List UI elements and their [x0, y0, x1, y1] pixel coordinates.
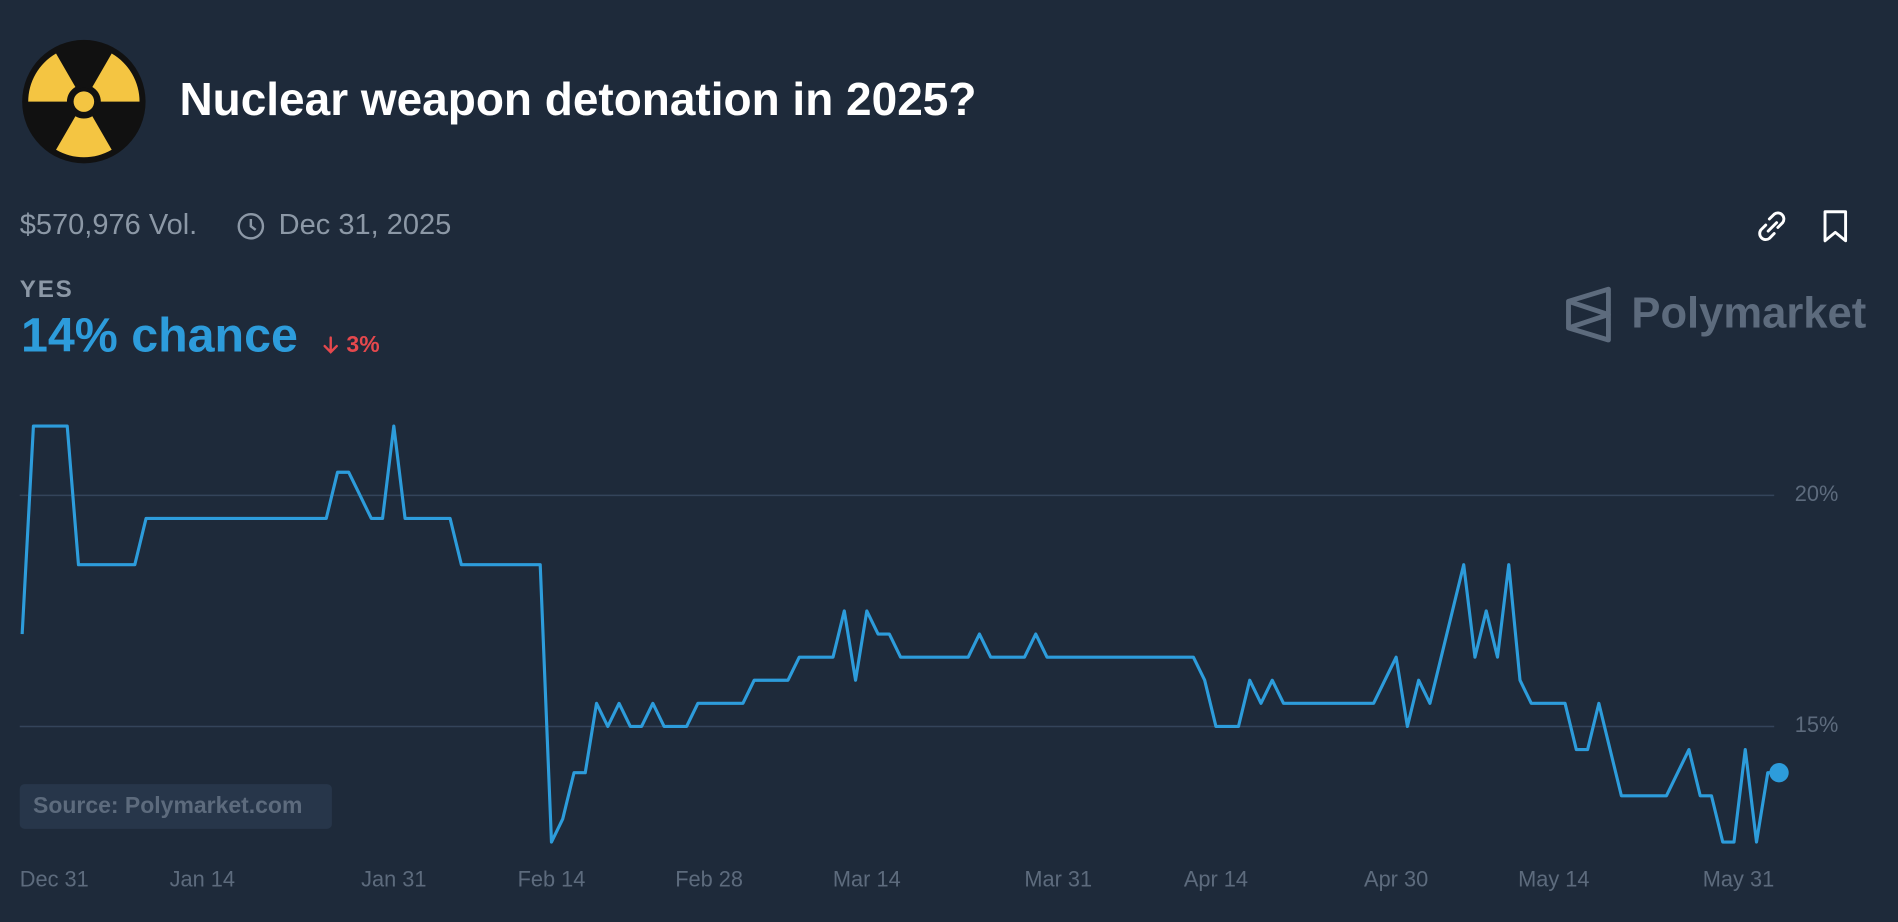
logo-shape: [1567, 298, 1611, 331]
brand-logo: [1566, 286, 1611, 343]
change: 3%: [346, 331, 379, 357]
bookmark-button[interactable]: [1823, 210, 1848, 243]
x-tick-label: Feb 14: [518, 867, 586, 892]
x-tick-label: May 14: [1518, 867, 1589, 892]
volume: $570,976 Vol.: [20, 209, 197, 241]
x-tick-label: Dec 31: [20, 867, 89, 892]
icon-center: [69, 87, 98, 116]
x-tick-label: Jan 31: [361, 867, 426, 892]
outcome-label: YES: [20, 276, 74, 303]
logo-shape: [1566, 286, 1611, 343]
clock-icon: [237, 212, 265, 240]
x-tick-label: Mar 14: [833, 867, 901, 892]
link-icon: [1758, 223, 1776, 242]
link-button[interactable]: [1758, 211, 1786, 242]
x-tick-label: Jan 14: [170, 867, 235, 892]
last-point: [1769, 763, 1789, 783]
source-box: [19, 784, 332, 829]
chance: 14% chance: [21, 309, 298, 363]
icon-blade: [56, 116, 112, 158]
x-tick-label: Mar 31: [1024, 867, 1092, 892]
x-tick-label: Feb 28: [675, 867, 743, 892]
x-tick-label: Apr 14: [1184, 867, 1248, 892]
clock-face: [237, 212, 265, 240]
link-icon: [1766, 221, 1779, 233]
series-line: [20, 424, 1780, 844]
x-tick-label: Apr 30: [1364, 867, 1428, 892]
source: Source: Polymarket.com: [33, 792, 302, 818]
x-tick-label: May 31: [1703, 867, 1774, 892]
brand-name: Polymarket: [1631, 289, 1866, 337]
y-tick-label: 20%: [1795, 481, 1839, 506]
plot: 15% 20% Dec 31 Jan 14 Jan 31 Feb 14 Feb 28 Mar …: [19, 424, 1839, 892]
icon-blade: [28, 53, 76, 102]
down-arrow: [323, 336, 338, 354]
link-icon: [1767, 211, 1786, 229]
market-icon: [22, 39, 146, 164]
end-date: Dec 31, 2025: [279, 209, 452, 241]
clock-hands: [249, 219, 257, 231]
market-title: Nuclear weapon detonation in 2025?: [179, 73, 976, 125]
icon-blade: [92, 53, 140, 102]
y-tick-label: 15%: [1795, 712, 1839, 737]
